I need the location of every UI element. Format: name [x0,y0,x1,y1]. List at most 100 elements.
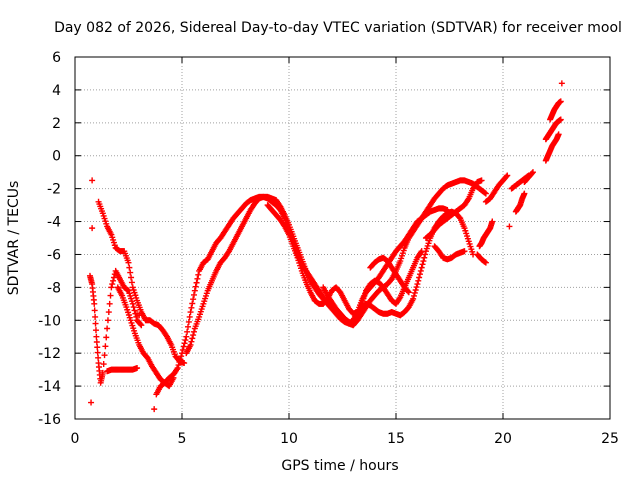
data-point [138,322,145,329]
data-point [104,317,111,324]
x-tick-label: 25 [601,431,619,447]
data-point [482,190,489,197]
data-point [181,340,188,347]
data-point [100,361,107,368]
data-point [415,277,422,284]
data-point [529,170,536,177]
data-point [506,223,513,230]
data-point [179,346,186,353]
data-point [92,313,99,320]
data-point [418,264,425,271]
data-point [521,190,528,197]
data-point [529,169,536,176]
data-point [192,283,199,290]
x-axis-title: GPS time / hours [281,458,398,474]
data-point [182,337,189,344]
data-point [125,259,132,266]
data-point [151,406,158,413]
data-point [504,172,511,179]
data-point [92,320,99,327]
data-point [104,325,111,332]
data-point [177,356,184,363]
data-point [190,332,197,339]
data-point [188,338,195,345]
y-tick-label: -8 [47,280,61,296]
data-point [191,287,198,294]
data-point [93,338,100,345]
data-point [175,362,182,369]
data-point [89,177,96,184]
data-point [195,271,202,278]
y-tick-label: -10 [38,313,61,329]
data-point [557,116,564,123]
y-tick-label: -14 [38,379,61,395]
y-tick-label: -4 [47,215,61,231]
data-point [181,360,188,367]
data-point [88,399,95,406]
data-point [183,333,190,340]
data-point [184,323,191,330]
data-point [422,251,429,258]
data-point [107,292,114,299]
y-tick-label: 0 [52,149,61,165]
data-point [412,286,419,293]
data-point [129,300,136,307]
data-point [185,318,192,325]
data-point [404,288,411,295]
data-point [102,343,109,350]
data-point [421,254,428,261]
data-point [89,225,96,232]
data-point [558,80,565,87]
data-point [411,289,418,296]
data-point [189,300,196,307]
data-point [106,300,113,307]
data-point [193,279,200,286]
data-point [187,309,194,316]
data-point [174,364,181,371]
data-point [127,269,134,276]
data-point [101,352,108,359]
data-point [419,261,426,268]
data-point [134,310,141,317]
data-point [557,98,564,105]
data-point [178,353,185,360]
data-point [414,281,421,288]
data-point [416,274,423,281]
data-point [184,328,191,335]
data-point [103,334,110,341]
data-point [194,275,201,282]
x-tick-label: 0 [71,431,80,447]
data-point [418,248,425,255]
data-point [131,307,138,314]
data-point [482,259,489,266]
data-point [110,277,117,284]
data-point [108,284,115,291]
data-point [405,289,412,296]
data-point [91,307,98,314]
data-point [91,300,98,307]
data-point [126,264,133,271]
y-axis-title: SDTVAR / TECUs [6,181,22,296]
data-point [503,173,510,180]
data-point [190,296,197,303]
data-point [137,321,144,328]
data-point [105,309,112,316]
data-point [110,274,117,281]
data-point [109,281,116,288]
data-point [416,271,423,278]
data-point [93,333,100,340]
data-point [417,267,424,274]
data-point [95,354,102,361]
data-point [413,284,420,291]
data-point [94,349,101,356]
plot-frame [74,56,611,420]
data-points [86,80,565,413]
data-point [176,359,183,366]
data-point [99,369,106,376]
y-tick-label: 2 [52,116,61,132]
data-point [128,274,135,281]
x-tick-label: 10 [280,431,298,447]
data-point [461,248,468,255]
data-point [130,304,137,311]
